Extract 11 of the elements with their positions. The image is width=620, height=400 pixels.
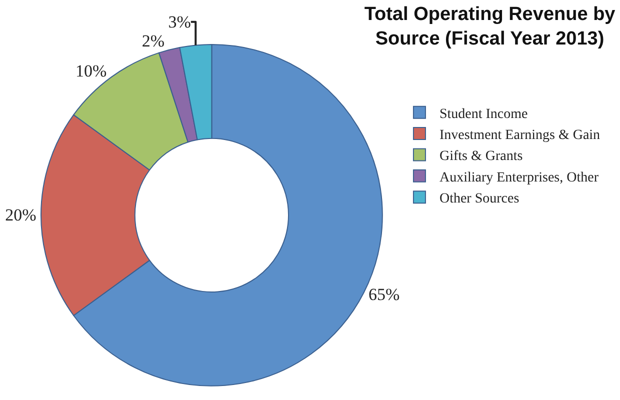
data-label: 20% bbox=[5, 206, 36, 225]
data-label: 65% bbox=[368, 285, 400, 304]
legend-label: Other Sources bbox=[439, 192, 520, 207]
legend-label: Gifts & Grants bbox=[439, 149, 523, 164]
legend-label: Auxiliary Enterprises, Other bbox=[439, 170, 599, 186]
data-label: 10% bbox=[75, 61, 107, 80]
legend-label: Student Income bbox=[439, 106, 528, 122]
chart-title: Total Operating Revenue by Source (Fiscal Year 2013) bbox=[364, 4, 616, 50]
data-label: 2% bbox=[142, 31, 164, 50]
data-label: 3% bbox=[168, 12, 191, 32]
legend-label: Investment Earnings & Gain bbox=[439, 128, 600, 143]
